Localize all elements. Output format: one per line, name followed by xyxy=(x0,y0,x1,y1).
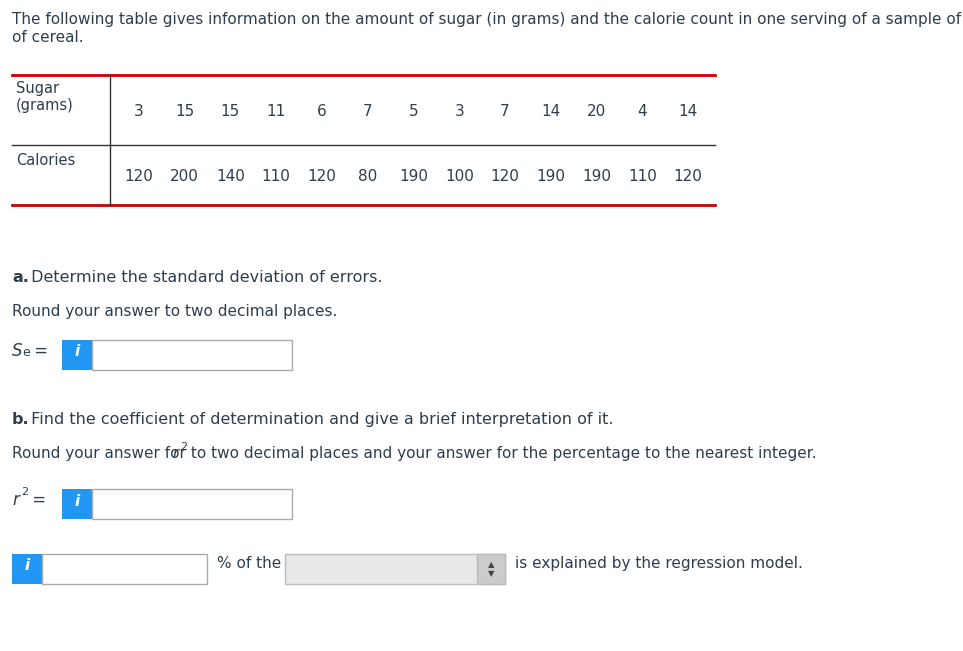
Text: 190: 190 xyxy=(582,169,612,184)
Text: Find the coefficient of determination and give a brief interpretation of it.: Find the coefficient of determination an… xyxy=(26,412,613,427)
Bar xyxy=(92,489,292,519)
Text: b.: b. xyxy=(12,412,30,427)
Bar xyxy=(42,554,207,584)
Text: a.: a. xyxy=(12,270,29,285)
Bar xyxy=(62,340,92,370)
Text: i: i xyxy=(74,344,80,359)
Text: =: = xyxy=(27,491,46,509)
Text: 80: 80 xyxy=(358,169,377,184)
Text: Calories: Calories xyxy=(16,153,75,168)
Text: i: i xyxy=(24,559,30,574)
Text: 120: 120 xyxy=(124,169,153,184)
Text: 120: 120 xyxy=(674,169,703,184)
Text: =: = xyxy=(29,342,48,360)
Text: Determine the standard deviation of errors.: Determine the standard deviation of erro… xyxy=(26,270,382,285)
Text: r: r xyxy=(172,446,178,461)
Text: 7: 7 xyxy=(500,104,509,119)
Text: to two decimal places and your answer for the percentage to the nearest integer.: to two decimal places and your answer fo… xyxy=(186,446,817,461)
Text: 110: 110 xyxy=(628,169,657,184)
Text: r: r xyxy=(12,491,19,509)
Text: e: e xyxy=(22,346,30,359)
Text: 2: 2 xyxy=(180,442,187,452)
Text: 120: 120 xyxy=(307,169,336,184)
Text: 15: 15 xyxy=(175,104,195,119)
Text: of cereal.: of cereal. xyxy=(12,30,84,45)
Text: i: i xyxy=(74,493,80,508)
Text: 3: 3 xyxy=(455,104,464,119)
Bar xyxy=(62,489,92,519)
Text: 15: 15 xyxy=(221,104,240,119)
Text: is explained by the regression model.: is explained by the regression model. xyxy=(515,556,803,571)
Text: 190: 190 xyxy=(399,169,428,184)
Text: 120: 120 xyxy=(490,169,519,184)
Text: 6: 6 xyxy=(317,104,326,119)
Text: 200: 200 xyxy=(170,169,199,184)
Text: 2: 2 xyxy=(21,487,28,497)
Text: 14: 14 xyxy=(541,104,560,119)
Text: Round your answer to two decimal places.: Round your answer to two decimal places. xyxy=(12,304,337,319)
Text: ▼: ▼ xyxy=(487,569,494,578)
Text: Round your answer for: Round your answer for xyxy=(12,446,191,461)
Text: 110: 110 xyxy=(262,169,291,184)
Text: % of the: % of the xyxy=(217,556,281,571)
Text: 5: 5 xyxy=(408,104,418,119)
Bar xyxy=(92,340,292,370)
Text: 100: 100 xyxy=(445,169,474,184)
Text: 4: 4 xyxy=(638,104,647,119)
Text: 11: 11 xyxy=(267,104,286,119)
Text: The following table gives information on the amount of sugar (in grams) and the : The following table gives information on… xyxy=(12,12,963,27)
Text: 190: 190 xyxy=(536,169,565,184)
Text: 140: 140 xyxy=(216,169,245,184)
Bar xyxy=(477,554,505,584)
Bar xyxy=(12,554,42,584)
Text: ▲: ▲ xyxy=(487,560,494,569)
Text: 3: 3 xyxy=(134,104,143,119)
Bar xyxy=(285,554,505,584)
Text: 14: 14 xyxy=(679,104,698,119)
Text: 20: 20 xyxy=(587,104,606,119)
Text: 7: 7 xyxy=(363,104,373,119)
Text: S: S xyxy=(12,342,22,360)
Text: Sugar
(grams): Sugar (grams) xyxy=(16,81,74,113)
